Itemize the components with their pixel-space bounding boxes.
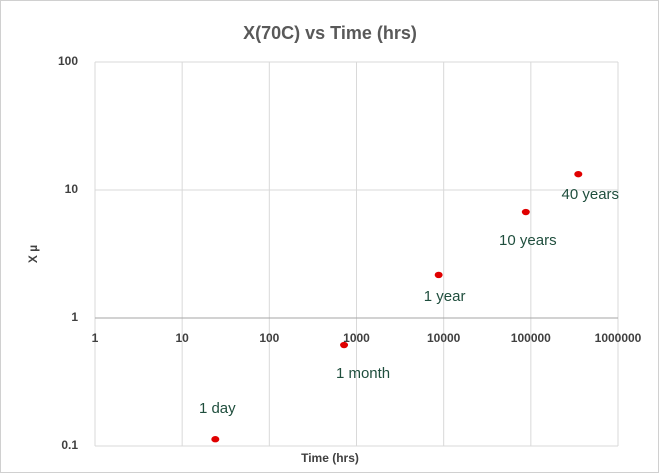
point xyxy=(340,341,349,349)
x-tick-label: 1000 xyxy=(343,331,370,345)
x-tick-label: 10 xyxy=(175,331,189,345)
x-tick-label: 100000 xyxy=(511,331,551,345)
y-tick-label: 100 xyxy=(58,54,78,68)
x-tick-label: 1000000 xyxy=(595,331,642,345)
point-label: 1 month xyxy=(336,365,390,382)
point xyxy=(211,436,220,443)
y-tick-label: 10 xyxy=(65,182,79,196)
point xyxy=(574,170,583,178)
point-label: 10 years xyxy=(499,232,557,249)
point xyxy=(434,271,443,279)
x-tick-label: 1 xyxy=(92,331,99,345)
point-label: 1 year xyxy=(424,288,466,305)
x-axis-label: Time (hrs) xyxy=(301,451,359,465)
point-label: 1 day xyxy=(199,400,236,417)
point xyxy=(521,208,530,216)
chart-title: X(70C) vs Time (hrs) xyxy=(243,23,417,43)
x-tick-label: 100 xyxy=(259,331,279,345)
point-label: 40 years xyxy=(562,186,620,203)
y-tick-label: 1 xyxy=(71,310,78,324)
x-tick-label: 10000 xyxy=(427,331,461,345)
y-axis-label: X µ xyxy=(26,245,40,263)
y-tick-label: 0.1 xyxy=(61,438,78,452)
